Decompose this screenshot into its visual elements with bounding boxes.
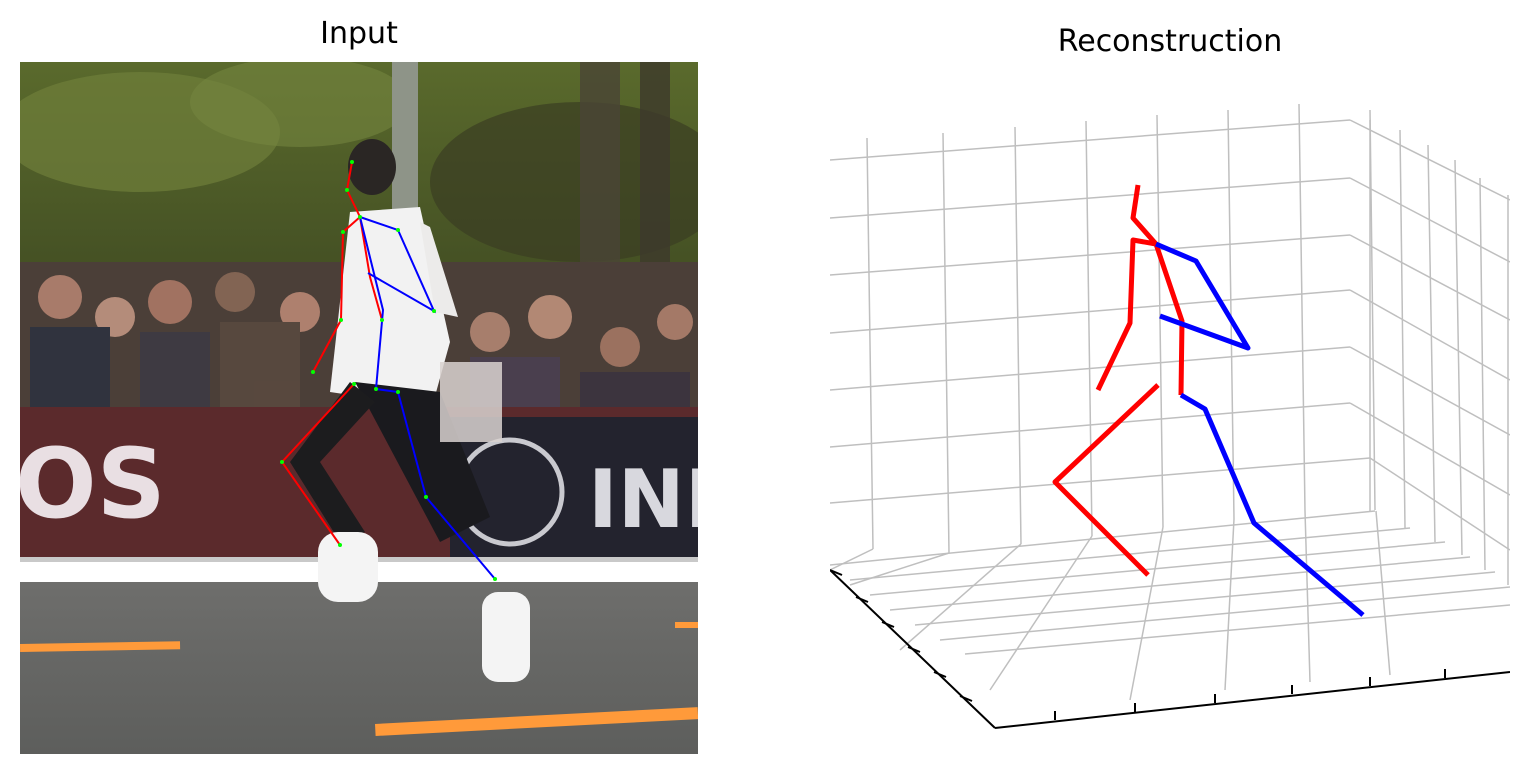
grid-line: [940, 587, 1510, 640]
pose-3d-left-limb: [1181, 395, 1363, 615]
grid-line: [830, 120, 1350, 160]
input-image: OS INE: [20, 62, 698, 754]
grid-line: [1299, 104, 1305, 511]
grid-line: [943, 133, 949, 553]
grid-line: [1086, 121, 1092, 536]
pose-2d-keypoint: [396, 228, 400, 232]
grid-line: [870, 542, 1445, 595]
pose-2d-keypoint: [374, 387, 378, 391]
grid-line: [915, 572, 1495, 625]
grid-line: [1480, 178, 1485, 570]
grid-line: [830, 178, 1350, 218]
axis-3d: [830, 570, 1510, 728]
pose-2d-keypoint: [339, 318, 343, 322]
pose-2d-keypoint: [280, 460, 284, 464]
grid-line: [1455, 160, 1462, 555]
grid-line: [1428, 145, 1435, 542]
grid-line: [1400, 130, 1405, 528]
grid-line: [867, 138, 873, 549]
grid-line: [830, 235, 1350, 275]
reconstruction-plot: [830, 90, 1510, 740]
grid-line: [830, 549, 873, 570]
grid-line: [1015, 127, 1021, 544]
grid-line: [830, 458, 1370, 503]
pose-3d-right-limb: [1098, 185, 1156, 390]
reconstruction-title: Reconstruction: [830, 24, 1510, 59]
reconstruction-panel: [830, 90, 1510, 740]
axis-line: [995, 672, 1510, 728]
pose-2d-keypoint: [345, 188, 349, 192]
grid-line: [830, 290, 1350, 333]
pose-3d-skeleton: [1055, 185, 1363, 615]
pose-2d-keypoint: [341, 230, 345, 234]
pose-2d-keypoint: [352, 382, 356, 386]
pose-2d-keypoint: [311, 370, 315, 374]
pose-2d-keypoint: [350, 160, 354, 164]
road: [20, 582, 698, 754]
grid-line: [1350, 290, 1510, 380]
grid-line: [1370, 458, 1510, 550]
input-title: Input: [20, 16, 698, 51]
pose-2d-keypoint: [432, 309, 436, 313]
pose-2d-keypoint: [396, 390, 400, 394]
grid-line: [1376, 511, 1390, 675]
input-image-panel: OS INE: [20, 62, 698, 754]
grid-3d: [830, 104, 1510, 700]
pose-2d-keypoint: [493, 577, 497, 581]
pose-2d-keypoint: [358, 215, 362, 219]
pose-2d-keypoint: [424, 495, 428, 499]
banner-text-right: INE: [588, 453, 698, 546]
grid-line: [990, 536, 1092, 690]
grid-line: [1350, 120, 1510, 200]
pose-2d-keypoint: [380, 318, 384, 322]
pose-3d-left-limb: [1156, 244, 1248, 348]
banner-text-left: OS: [20, 428, 166, 540]
grid-line: [1157, 115, 1163, 527]
pose-2d-keypoint: [338, 543, 342, 547]
